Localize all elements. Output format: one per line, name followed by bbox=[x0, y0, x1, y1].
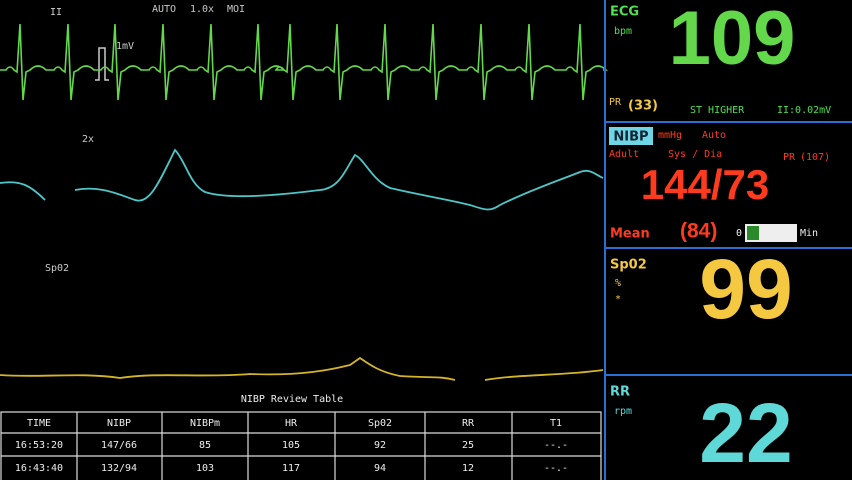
ecg-label: ECG bbox=[610, 5, 639, 20]
pleth-waveform bbox=[0, 148, 604, 211]
table-header: RR bbox=[462, 418, 475, 429]
review-table bbox=[0, 411, 602, 480]
table-header: NIBPm bbox=[190, 418, 220, 429]
pr-value: (33) bbox=[628, 99, 658, 114]
spo2-value: 99 bbox=[699, 242, 792, 336]
table-cell: 94 bbox=[374, 463, 386, 474]
nibp-pr-label: PR bbox=[783, 152, 796, 163]
ecg-waveform bbox=[0, 23, 608, 101]
nibp-label: NIBP bbox=[613, 130, 648, 145]
heart-rate: 109 bbox=[669, 0, 796, 81]
resp-waveform bbox=[0, 356, 604, 381]
ecg-lead: II bbox=[50, 7, 62, 18]
table-cell: 132/94 bbox=[101, 463, 137, 474]
table-cell: 92 bbox=[374, 440, 386, 451]
table-cell: 12 bbox=[462, 463, 474, 474]
table-cell: 16:53:20 bbox=[15, 440, 63, 451]
nibp-patient: Adult bbox=[609, 149, 639, 160]
table-cell: --.- bbox=[544, 440, 568, 451]
calibration-mark bbox=[95, 47, 109, 81]
table-cell: 117 bbox=[282, 463, 300, 474]
table-cell: --.- bbox=[544, 463, 568, 474]
gain: 1.0x bbox=[190, 4, 214, 15]
nibp-label-box bbox=[609, 127, 653, 145]
spo2-label: Sp02 bbox=[610, 258, 647, 273]
mean-label: Mean bbox=[610, 227, 650, 242]
table-header: NIBP bbox=[107, 418, 131, 429]
st-value: II:0.02mV bbox=[777, 105, 831, 116]
table-title: NIBP Review Table bbox=[241, 394, 343, 405]
table-header: TIME bbox=[27, 418, 51, 429]
table-cell: 85 bbox=[199, 440, 211, 451]
spo2-wave-label: Sp02 bbox=[45, 263, 69, 274]
rr-value: 22 bbox=[699, 386, 792, 480]
timer-start: 0 bbox=[736, 228, 742, 239]
nibp-mode: Auto bbox=[702, 130, 726, 141]
table-header: Sp02 bbox=[368, 418, 392, 429]
resp-gain: 2x bbox=[82, 134, 94, 145]
nibp-format: Sys / Dia bbox=[668, 149, 722, 160]
rr-label: RR bbox=[610, 385, 630, 400]
panel-borders bbox=[604, 0, 852, 480]
mode: AUTO bbox=[152, 4, 176, 15]
pr-label: PR bbox=[609, 97, 622, 108]
spo2-marker: * bbox=[615, 294, 621, 305]
nibp-value: 144/73 bbox=[641, 161, 769, 208]
mean-value: (84) bbox=[680, 220, 717, 243]
rr-unit: rpm bbox=[614, 406, 632, 417]
table-cell: 147/66 bbox=[101, 440, 137, 451]
filter: MOI bbox=[227, 4, 245, 15]
table-cell: 25 bbox=[462, 440, 474, 451]
nibp-unit: mmHg bbox=[658, 130, 682, 141]
spo2-unit: % bbox=[615, 278, 621, 289]
table-cell: 105 bbox=[282, 440, 300, 451]
st-status: ST HIGHER bbox=[690, 105, 745, 116]
ecg-unit: bpm bbox=[614, 26, 632, 37]
table-header: T1 bbox=[550, 418, 562, 429]
table-header: HR bbox=[285, 418, 298, 429]
nibp-pr-value: (107) bbox=[800, 152, 830, 163]
timer-unit: Min bbox=[800, 228, 818, 239]
timer-progress bbox=[747, 226, 759, 240]
table-cell: 16:43:40 bbox=[15, 463, 63, 474]
table-cell: 103 bbox=[196, 463, 214, 474]
scale: 1mV bbox=[116, 41, 134, 52]
